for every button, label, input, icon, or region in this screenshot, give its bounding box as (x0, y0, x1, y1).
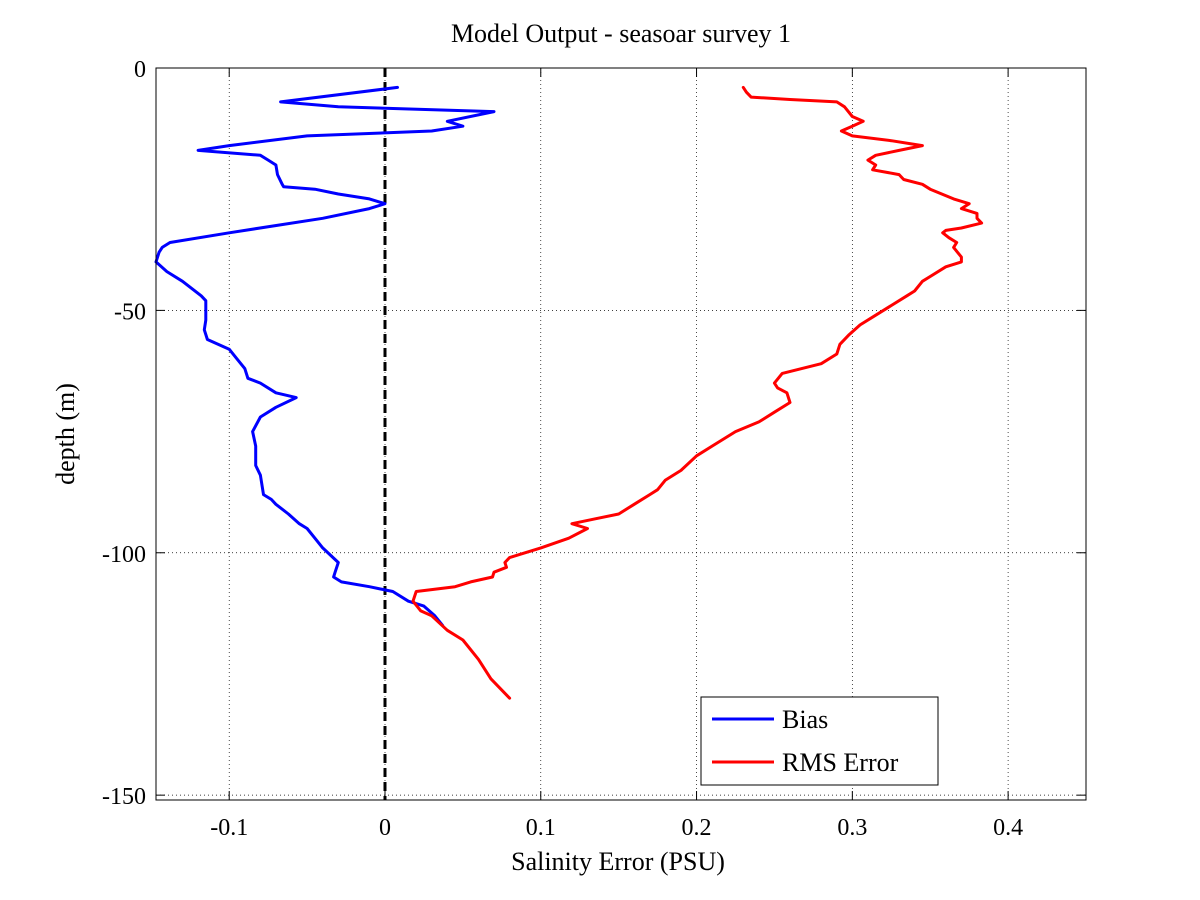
plot-area (156, 68, 1086, 800)
y-tick-label: -150 (102, 784, 146, 810)
x-tick-label: -0.1 (210, 815, 248, 841)
plot-frame (155, 67, 1087, 801)
legend-label-rms-error: RMS Error (782, 748, 899, 777)
series-line-bias (154, 85, 496, 627)
y-tick-label: -100 (102, 542, 146, 568)
series-line-rms-error (411, 85, 984, 700)
y-axis-label: depth (m) (51, 383, 80, 485)
legend-box (700, 696, 939, 786)
legend: Bias RMS Error (700, 696, 939, 786)
y-tick-label: 0 (134, 57, 146, 83)
axis-ticks: -0.1 0 0.1 0.2 0.3 0.4 0 -50 -100 -150 (102, 57, 1086, 841)
x-tick-label: 0.3 (837, 815, 867, 841)
x-tick-label: 0.2 (682, 815, 712, 841)
legend-label-bias: Bias (782, 705, 828, 734)
y-tick-label: -50 (114, 299, 146, 325)
x-tick-label: 0.4 (993, 815, 1023, 841)
x-axis-label: Salinity Error (PSU) (511, 847, 725, 876)
series-lines (154, 85, 984, 700)
x-tick-label: 0.1 (526, 815, 556, 841)
x-tick-label: 0 (379, 815, 391, 841)
chart-title: Model Output - seasoar survey 1 (451, 19, 791, 48)
